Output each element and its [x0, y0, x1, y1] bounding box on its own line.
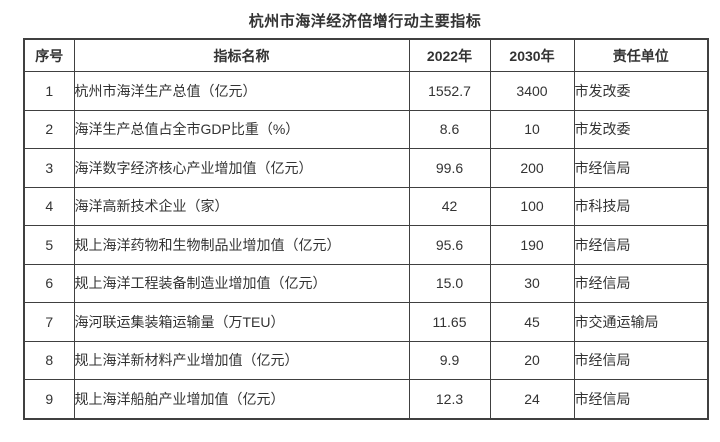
indicator-name-cell: 海河联运集装箱运输量（万TEU）	[73, 302, 410, 342]
row-index-cell: 4	[23, 186, 75, 226]
value-2022-cell: 42	[408, 186, 491, 226]
responsible-unit-cell: 市经信局	[573, 379, 709, 419]
responsible-unit-cell: 市交通运输局	[573, 302, 709, 342]
responsible-unit-cell: 市经信局	[573, 225, 709, 265]
value-2030-cell: 10	[489, 109, 575, 149]
table-row: 8 规上海洋新材料产业增加值（亿元） 9.9 20 市经信局	[23, 340, 709, 380]
value-2022-cell: 99.6	[408, 148, 491, 188]
indicator-name-cell: 规上海洋药物和生物制品业增加值（亿元）	[73, 225, 410, 265]
row-index-cell: 9	[23, 379, 75, 419]
table-row: 9 规上海洋船舶产业增加值（亿元） 12.3 24 市经信局	[23, 379, 709, 419]
value-2022-cell: 1552.7	[408, 71, 491, 111]
table-body: 1 杭州市海洋生产总值（亿元） 1552.7 3400 市发改委 2 海洋生产总…	[23, 71, 709, 419]
value-2022-cell: 15.0	[408, 263, 491, 303]
value-2030-cell: 30	[489, 263, 575, 303]
responsible-unit-cell: 市科技局	[573, 186, 709, 226]
indicators-table: 序号 指标名称 2022年 2030年 责任单位 1 杭州市海洋生产总值（亿元）…	[23, 38, 709, 420]
table-row: 1 杭州市海洋生产总值（亿元） 1552.7 3400 市发改委	[23, 71, 709, 111]
col-header-index: 序号	[23, 38, 75, 72]
table-row: 4 海洋高新技术企业（家） 42 100 市科技局	[23, 186, 709, 226]
indicator-name-cell: 海洋生产总值占全市GDP比重（%）	[73, 109, 410, 149]
row-index-cell: 1	[23, 71, 75, 111]
value-2030-cell: 100	[489, 186, 575, 226]
row-index-cell: 3	[23, 148, 75, 188]
header-row: 序号 指标名称 2022年 2030年 责任单位	[23, 38, 709, 72]
indicator-name-cell: 规上海洋新材料产业增加值（亿元）	[73, 340, 410, 380]
row-index-cell: 2	[23, 109, 75, 149]
value-2022-cell: 12.3	[408, 379, 491, 419]
col-header-indicator-name: 指标名称	[73, 38, 410, 72]
value-2030-cell: 200	[489, 148, 575, 188]
value-2022-cell: 8.6	[408, 109, 491, 149]
row-index-cell: 6	[23, 263, 75, 303]
row-index-cell: 8	[23, 340, 75, 380]
col-header-responsible-unit: 责任单位	[573, 38, 709, 72]
table-row: 2 海洋生产总值占全市GDP比重（%） 8.6 10 市发改委	[23, 109, 709, 149]
col-header-2022: 2022年	[408, 38, 491, 72]
responsible-unit-cell: 市经信局	[573, 148, 709, 188]
table-header: 序号 指标名称 2022年 2030年 责任单位	[23, 38, 709, 72]
col-header-2030: 2030年	[489, 38, 575, 72]
responsible-unit-cell: 市经信局	[573, 340, 709, 380]
value-2030-cell: 20	[489, 340, 575, 380]
indicator-name-cell: 规上海洋船舶产业增加值（亿元）	[73, 379, 410, 419]
value-2030-cell: 24	[489, 379, 575, 419]
table-row: 3 海洋数字经济核心产业增加值（亿元） 99.6 200 市经信局	[23, 148, 709, 188]
value-2030-cell: 3400	[489, 71, 575, 111]
value-2030-cell: 190	[489, 225, 575, 265]
row-index-cell: 7	[23, 302, 75, 342]
value-2022-cell: 9.9	[408, 340, 491, 380]
row-index-cell: 5	[23, 225, 75, 265]
responsible-unit-cell: 市经信局	[573, 263, 709, 303]
responsible-unit-cell: 市发改委	[573, 71, 709, 111]
page-title: 杭州市海洋经济倍增行动主要指标	[248, 13, 482, 30]
indicator-name-cell: 杭州市海洋生产总值（亿元）	[73, 71, 410, 111]
responsible-unit-cell: 市发改委	[573, 109, 709, 149]
table-row: 7 海河联运集装箱运输量（万TEU） 11.65 45 市交通运输局	[23, 302, 709, 342]
value-2022-cell: 95.6	[408, 225, 491, 265]
indicator-name-cell: 规上海洋工程装备制造业增加值（亿元）	[73, 263, 410, 303]
value-2030-cell: 45	[489, 302, 575, 342]
indicator-name-cell: 海洋数字经济核心产业增加值（亿元）	[73, 148, 410, 188]
value-2022-cell: 11.65	[408, 302, 491, 342]
table-row: 6 规上海洋工程装备制造业增加值（亿元） 15.0 30 市经信局	[23, 263, 709, 303]
indicator-name-cell: 海洋高新技术企业（家）	[73, 186, 410, 226]
table-row: 5 规上海洋药物和生物制品业增加值（亿元） 95.6 190 市经信局	[23, 225, 709, 265]
